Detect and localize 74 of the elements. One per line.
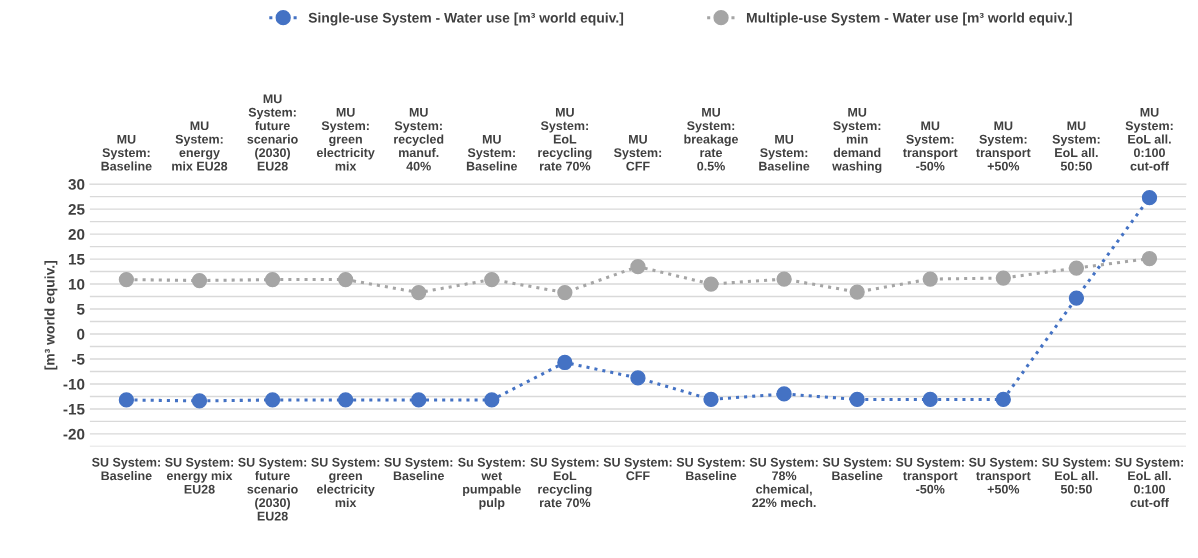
x-tick-label: SU System: transport +50%	[968, 457, 1037, 494]
text: MU System: Baseline	[466, 134, 518, 171]
text: MU System: future scenario (2030) EU28	[247, 94, 298, 171]
x-tick-label: SU System: transport -50%	[895, 457, 964, 494]
point	[557, 284, 573, 301]
y-tick-label: 30	[68, 179, 85, 190]
point	[264, 271, 281, 288]
point	[484, 271, 500, 288]
point	[995, 391, 1011, 408]
y-tick-label: 15	[68, 254, 85, 265]
point	[411, 284, 427, 301]
point	[703, 391, 719, 408]
x-tick-label: SU System: Baseline	[384, 457, 453, 481]
x-tick-label: SU System: EoL all. 50:50	[1042, 457, 1110, 494]
text: MU System: Baseline	[101, 134, 152, 171]
y-tick-label: -15	[63, 403, 85, 415]
y-tick-label: 10	[68, 278, 85, 290]
x-tick-label: SU System: Baseline	[676, 457, 745, 481]
text: MU System: transport +50%	[976, 121, 1031, 171]
y-tick-label: 25	[68, 203, 85, 215]
point	[264, 392, 281, 408]
x-tick-label: SU System: 78% chemical, 22% mech.	[749, 457, 818, 508]
y-tick-label: 0	[77, 328, 85, 340]
point	[191, 393, 208, 409]
text: MU System: energy mix EU28	[172, 121, 228, 171]
point	[1141, 189, 1158, 206]
x-tick-label: SU System: CFF	[603, 457, 672, 481]
point	[557, 354, 573, 371]
point	[337, 271, 354, 288]
legend-label: Multiple-use System - Water use [m³ world equiv.]	[746, 12, 1072, 26]
point	[484, 392, 500, 408]
y-tick-label: 5	[76, 304, 85, 315]
point	[1068, 290, 1085, 306]
x-tick-label: SU System: Baseline	[92, 457, 160, 481]
text: MU System: min demand washing	[832, 107, 882, 174]
text: MU System: CFF	[613, 134, 662, 171]
text: MU System: transport -50%	[902, 121, 958, 171]
y-tick-label: -5	[72, 354, 85, 365]
point	[922, 271, 938, 287]
point	[776, 271, 792, 287]
point	[849, 391, 865, 408]
y-tick-label: -10	[63, 378, 85, 390]
y-tick-label: 20	[68, 228, 85, 240]
point	[411, 392, 427, 408]
x-tick-label: SU System: future scenario (2030) EU28	[238, 457, 307, 521]
point	[118, 392, 135, 408]
point	[118, 271, 135, 288]
point	[922, 391, 938, 408]
text: MU System: EoL recycling rate 70%	[538, 107, 592, 171]
point	[1068, 260, 1085, 276]
text: MU System: green electricity mix	[316, 107, 375, 171]
x-tick-label: SU System: EoL all. 0:100 cut-off	[1115, 457, 1184, 508]
y-axis-title: [m³ world equiv.]	[44, 261, 58, 370]
point	[337, 392, 354, 408]
point	[630, 258, 646, 275]
text: MU System: EoL all. 0:100 cut-off	[1125, 107, 1173, 171]
x-tick-label: SU System: energy mix EU28	[165, 457, 233, 494]
x-tick-label: SU System: EoL recycling rate 70%	[530, 457, 599, 508]
point	[776, 386, 792, 402]
text: MU System: EoL all. 50:50	[1052, 121, 1100, 171]
x-tick-label: Su System: wet pumpable pulp	[458, 457, 525, 510]
point	[849, 284, 865, 300]
text: MU System: breakage rate 0.5%	[684, 107, 739, 171]
text: MU System: Baseline	[759, 134, 810, 171]
legend-label: Single-use System - Water use [m³ world equiv.]	[308, 12, 624, 26]
point	[995, 270, 1011, 286]
text: MU System: recycled manuf. 40%	[394, 107, 444, 171]
point	[630, 370, 646, 386]
point	[703, 276, 719, 292]
y-tick-label: -20	[63, 428, 85, 440]
point	[1141, 250, 1158, 267]
point	[191, 272, 208, 289]
x-tick-label: SU System: green electricity mix	[311, 457, 380, 508]
x-tick-label: SU System: Baseline	[822, 457, 891, 481]
